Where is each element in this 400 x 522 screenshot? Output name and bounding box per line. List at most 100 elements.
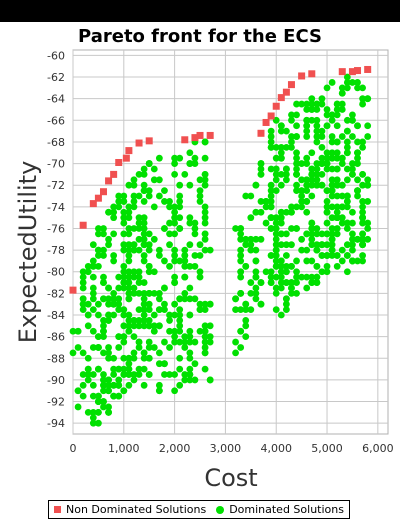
dominated-point [267, 198, 275, 205]
non-dominated-point [125, 147, 133, 155]
dominated-point [257, 235, 265, 243]
dominated-point [84, 408, 92, 416]
dominated-point [333, 225, 341, 232]
dominated-point [100, 252, 107, 259]
dominated-point [105, 403, 112, 411]
dominated-point [171, 252, 179, 259]
dominated-point [277, 170, 285, 178]
dominated-point [125, 203, 133, 211]
dominated-point [318, 143, 326, 151]
dominated-point [89, 381, 97, 389]
dominated-point [277, 154, 285, 162]
dominated-point [298, 100, 306, 108]
dominated-point [135, 214, 143, 222]
dominated-point [155, 387, 163, 395]
dominated-point [125, 252, 133, 259]
dominated-point [267, 268, 275, 276]
dominated-point [308, 165, 316, 173]
dominated-point [257, 198, 265, 205]
dominated-point [196, 176, 204, 184]
top-bar [0, 0, 400, 22]
dominated-point [155, 246, 163, 254]
dominated-point [338, 257, 346, 265]
x-tick-label: 2,000 [159, 442, 191, 455]
dominated-point [282, 300, 290, 308]
dominated-point [288, 208, 295, 216]
dominated-point [135, 306, 143, 314]
dominated-point [181, 252, 189, 259]
dominated-point [140, 354, 148, 362]
dominated-point [257, 208, 265, 216]
dominated-point [267, 143, 275, 151]
dominated-point [79, 300, 87, 308]
dominated-point [155, 381, 163, 389]
dominated-point [125, 230, 133, 238]
dominated-point [120, 262, 128, 270]
dominated-point [105, 241, 112, 249]
dominated-point [181, 295, 189, 303]
dominated-point [176, 338, 184, 346]
dominated-point [125, 371, 133, 378]
dominated-point [125, 273, 133, 281]
dominated-point [308, 149, 316, 157]
dominated-point [171, 170, 179, 178]
dominated-point [247, 289, 255, 297]
x-tick-label: 3,000 [210, 442, 242, 455]
dominated-point [282, 306, 290, 314]
non-dominated-point [89, 200, 97, 208]
dominated-point [247, 246, 255, 254]
dominated-point [135, 219, 143, 227]
dominated-point [308, 192, 316, 200]
dominated-point [181, 371, 189, 378]
dominated-point [130, 284, 138, 292]
dominated-point [267, 133, 275, 140]
dominated-point [237, 344, 245, 351]
dominated-point [171, 279, 179, 286]
dominated-point [293, 154, 300, 162]
dominated-point [161, 225, 168, 232]
dominated-point [125, 381, 133, 389]
non-dominated-point [135, 139, 143, 147]
dominated-point [181, 246, 189, 254]
dominated-point [247, 306, 255, 314]
y-tick-label: -78 [47, 244, 65, 257]
dominated-point [242, 317, 250, 324]
dominated-point [84, 311, 92, 319]
dominated-point [145, 268, 153, 276]
dominated-point [95, 408, 102, 416]
dominated-point [272, 165, 280, 173]
dominated-point [313, 138, 321, 146]
dominated-point [323, 84, 331, 92]
dominated-point [272, 306, 280, 314]
dominated-point [105, 408, 112, 416]
dominated-point [333, 214, 341, 222]
dominated-point [196, 241, 204, 249]
non-dominated-point [267, 112, 275, 120]
dominated-point [166, 371, 173, 378]
dominated-point [303, 257, 311, 265]
dominated-point [328, 230, 336, 238]
dominated-point [267, 192, 275, 200]
dominated-point [130, 181, 138, 189]
dominated-point [186, 333, 194, 341]
dominated-point [89, 284, 97, 292]
dominated-point [333, 154, 341, 162]
dominated-point [318, 133, 326, 140]
dominated-point [120, 338, 128, 346]
dominated-point [130, 203, 138, 211]
dominated-point [272, 187, 280, 195]
dominated-point [171, 203, 179, 211]
dominated-point [120, 192, 128, 200]
dominated-point [135, 365, 143, 373]
dominated-point [191, 338, 199, 346]
dominated-point [267, 279, 275, 286]
dominated-point [150, 203, 158, 211]
dominated-point [125, 322, 133, 330]
dominated-point [318, 170, 326, 178]
dominated-point [171, 230, 179, 238]
dominated-point [303, 160, 311, 167]
dominated-point [120, 198, 128, 205]
y-tick-label: -74 [47, 201, 65, 214]
dominated-point [166, 230, 173, 238]
dominated-point [145, 160, 153, 167]
